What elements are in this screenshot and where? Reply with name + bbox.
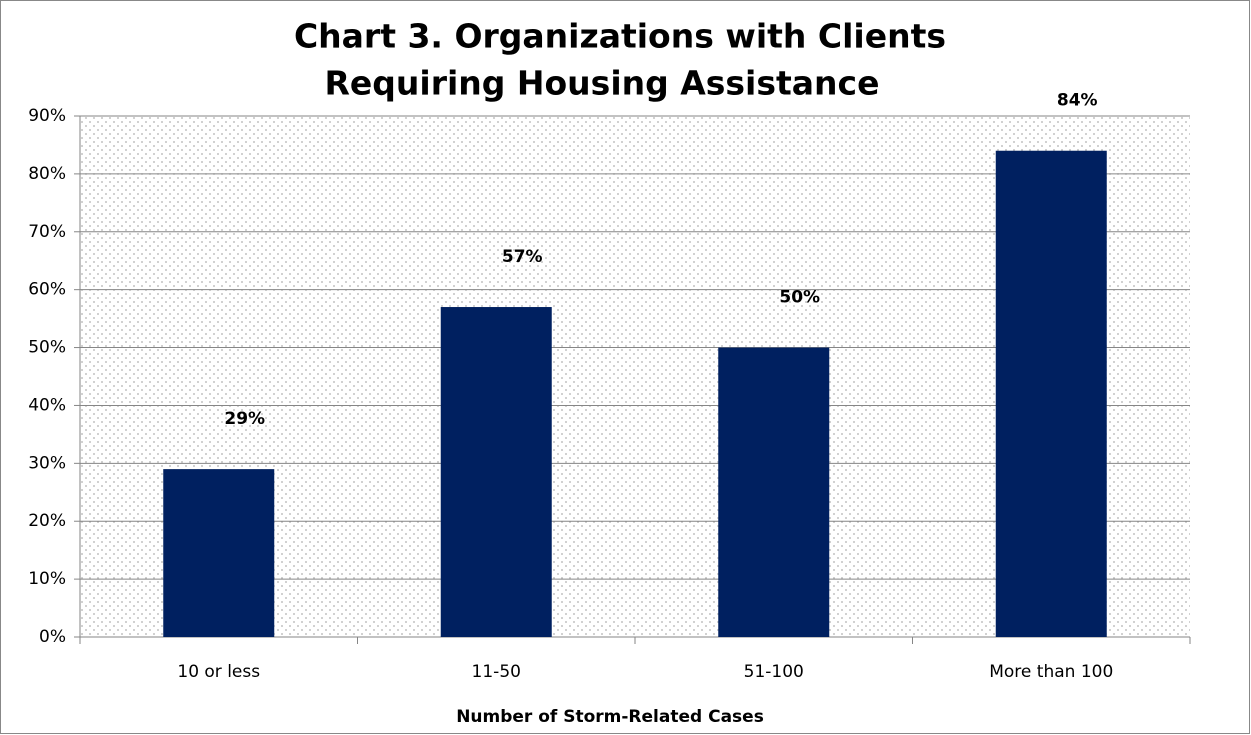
data-label: 29%: [224, 409, 265, 429]
y-tick-label: 50%: [28, 338, 66, 358]
x-tick-label: 51-100: [744, 662, 804, 682]
y-tick-label: 0%: [39, 627, 66, 647]
bar: [163, 469, 275, 637]
y-tick-label: 80%: [28, 164, 66, 184]
x-tick-label: 10 or less: [177, 662, 260, 682]
y-tick-label: 10%: [28, 569, 66, 589]
data-label: 50%: [779, 288, 820, 308]
bar: [440, 307, 552, 637]
chart-title: Chart 3. Organizations with Clients: [294, 17, 946, 56]
y-tick-label: 60%: [28, 280, 66, 300]
bar: [718, 347, 830, 637]
x-tick-label: More than 100: [989, 662, 1113, 682]
y-tick-label: 20%: [28, 511, 66, 531]
x-axis-title: Number of Storm-Related Cases: [456, 707, 764, 727]
y-tick-label: 30%: [28, 453, 66, 473]
bar: [995, 150, 1107, 637]
y-tick-label: 70%: [28, 222, 66, 242]
y-tick-label: 90%: [28, 106, 66, 126]
data-label: 84%: [1057, 91, 1098, 111]
x-tick-label: 11-50: [472, 662, 521, 682]
data-label: 57%: [502, 247, 543, 267]
y-tick-label: 40%: [28, 395, 66, 415]
chart-title: Requiring Housing Assistance: [324, 64, 879, 103]
